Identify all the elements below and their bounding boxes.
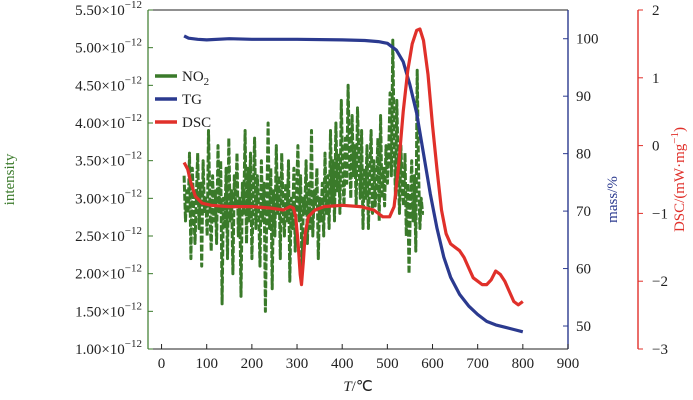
y-left-tick-label: 3.00×10−12 bbox=[75, 187, 142, 207]
y-left-tick-label: 3.50×10−12 bbox=[75, 150, 142, 170]
y-right-tick-label: −3 bbox=[652, 342, 668, 358]
legend-label-dsc-text: DSC bbox=[182, 115, 211, 131]
y-right-axis-label-main: DSC/(mW·mg bbox=[672, 143, 688, 232]
y-left-tick-exponent: −12 bbox=[125, 37, 142, 49]
y-mid-tick-label: 50 bbox=[576, 319, 591, 335]
y-left-tick-label: 4.50×10−12 bbox=[75, 74, 142, 94]
x-tick-label: 700 bbox=[466, 356, 489, 372]
y-right-tick-label: −2 bbox=[652, 274, 668, 290]
x-axis-label-var: T bbox=[343, 379, 353, 395]
x-tick-label: 100 bbox=[195, 356, 218, 372]
y-right-tick-label: 0 bbox=[652, 139, 660, 155]
y-right-axis-label: DSC/(mW·mg−1) bbox=[669, 127, 688, 232]
y-left-tick-mantissa: 2.50×10 bbox=[75, 229, 125, 245]
x-tick-label: 300 bbox=[286, 356, 309, 372]
y-left-tick-exponent: −12 bbox=[125, 112, 142, 124]
y-right-axis-label-end: ) bbox=[672, 127, 688, 132]
y-left-tick-label: 1.00×10−12 bbox=[75, 338, 142, 358]
y-left-axis-label: intensity bbox=[2, 153, 18, 205]
y-left-tick-mantissa: 3.00×10 bbox=[75, 191, 125, 207]
y-right-tick-label: −1 bbox=[652, 206, 668, 222]
x-tick-label: 600 bbox=[421, 356, 444, 372]
legend-label-tg: TG bbox=[182, 92, 202, 108]
y-left-tick-mantissa: 3.50×10 bbox=[75, 154, 125, 170]
y-left-tick-exponent: −12 bbox=[125, 263, 142, 275]
y-left-tick-mantissa: 5.00×10 bbox=[75, 41, 125, 57]
x-tick-label: 0 bbox=[158, 356, 166, 372]
x-axis-label-unit: /℃ bbox=[352, 379, 373, 395]
y-left-tick-mantissa: 1.50×10 bbox=[75, 304, 125, 320]
no2-series-line bbox=[182, 38, 425, 313]
y-left-tick-mantissa: 2.00×10 bbox=[75, 267, 125, 283]
y-left-tick-mantissa: 1.00×10 bbox=[75, 342, 125, 358]
legend-label-no2-subscript: 2 bbox=[204, 76, 210, 88]
y-left-tick-label: 2.00×10−12 bbox=[75, 263, 142, 283]
legend-label-tg-text: TG bbox=[182, 92, 202, 108]
x-tick-label: 800 bbox=[512, 356, 535, 372]
y-mid-tick-label: 100 bbox=[576, 32, 599, 48]
y-left-tick-label: 1.50×10−12 bbox=[75, 300, 142, 320]
y-left-tick-exponent: −12 bbox=[125, 225, 142, 237]
axes-layer: 0 100 200 300 400 500 600 700 800 900T/℃1.00×10−1… bbox=[2, 0, 688, 395]
series-layer bbox=[182, 27, 524, 334]
y-left-tick-exponent: −12 bbox=[125, 338, 142, 350]
x-axis-label: T/℃ bbox=[343, 379, 372, 395]
x-tick-label: 500 bbox=[376, 356, 399, 372]
plot-frame bbox=[147, 9, 639, 350]
x-tick-label: 900 bbox=[557, 356, 580, 372]
y-mid-tick-label: 80 bbox=[576, 147, 591, 163]
legend-label-no2-text: NO bbox=[182, 69, 204, 85]
y-left-tick-label: 4.00×10−12 bbox=[75, 112, 142, 132]
y-left-tick-exponent: −12 bbox=[125, 74, 142, 86]
tg-series-line bbox=[183, 34, 524, 334]
y-left-tick-label: 5.00×10−12 bbox=[75, 37, 142, 57]
y-mid-tick-label: 90 bbox=[576, 89, 591, 105]
y-left-tick-label: 2.50×10−12 bbox=[75, 225, 142, 245]
y-right-axis-label-sup: −1 bbox=[669, 132, 681, 144]
y-mid-tick-label: 60 bbox=[576, 262, 591, 278]
legend-label-no2: NO2 bbox=[182, 69, 209, 88]
y-mid-axis-label: mass/% bbox=[605, 176, 621, 223]
y-left-tick-exponent: −12 bbox=[125, 0, 142, 11]
dsc-series-line bbox=[182, 27, 524, 307]
x-tick-label: 200 bbox=[241, 356, 264, 372]
y-left-tick-label: 5.50×10−12 bbox=[75, 0, 142, 19]
y-right-tick-label: 1 bbox=[652, 71, 660, 87]
y-left-tick-exponent: −12 bbox=[125, 187, 142, 199]
y-left-tick-mantissa: 4.00×10 bbox=[75, 116, 125, 132]
y-left-tick-mantissa: 4.50×10 bbox=[75, 78, 125, 94]
y-mid-tick-label: 70 bbox=[576, 204, 591, 220]
y-left-tick-exponent: −12 bbox=[125, 300, 142, 312]
y-left-tick-mantissa: 5.50×10 bbox=[75, 3, 125, 19]
x-tick-label: 400 bbox=[331, 356, 354, 372]
legend-label-dsc: DSC bbox=[182, 115, 211, 131]
y-right-tick-label: 2 bbox=[652, 3, 660, 19]
y-left-tick-exponent: −12 bbox=[125, 150, 142, 162]
